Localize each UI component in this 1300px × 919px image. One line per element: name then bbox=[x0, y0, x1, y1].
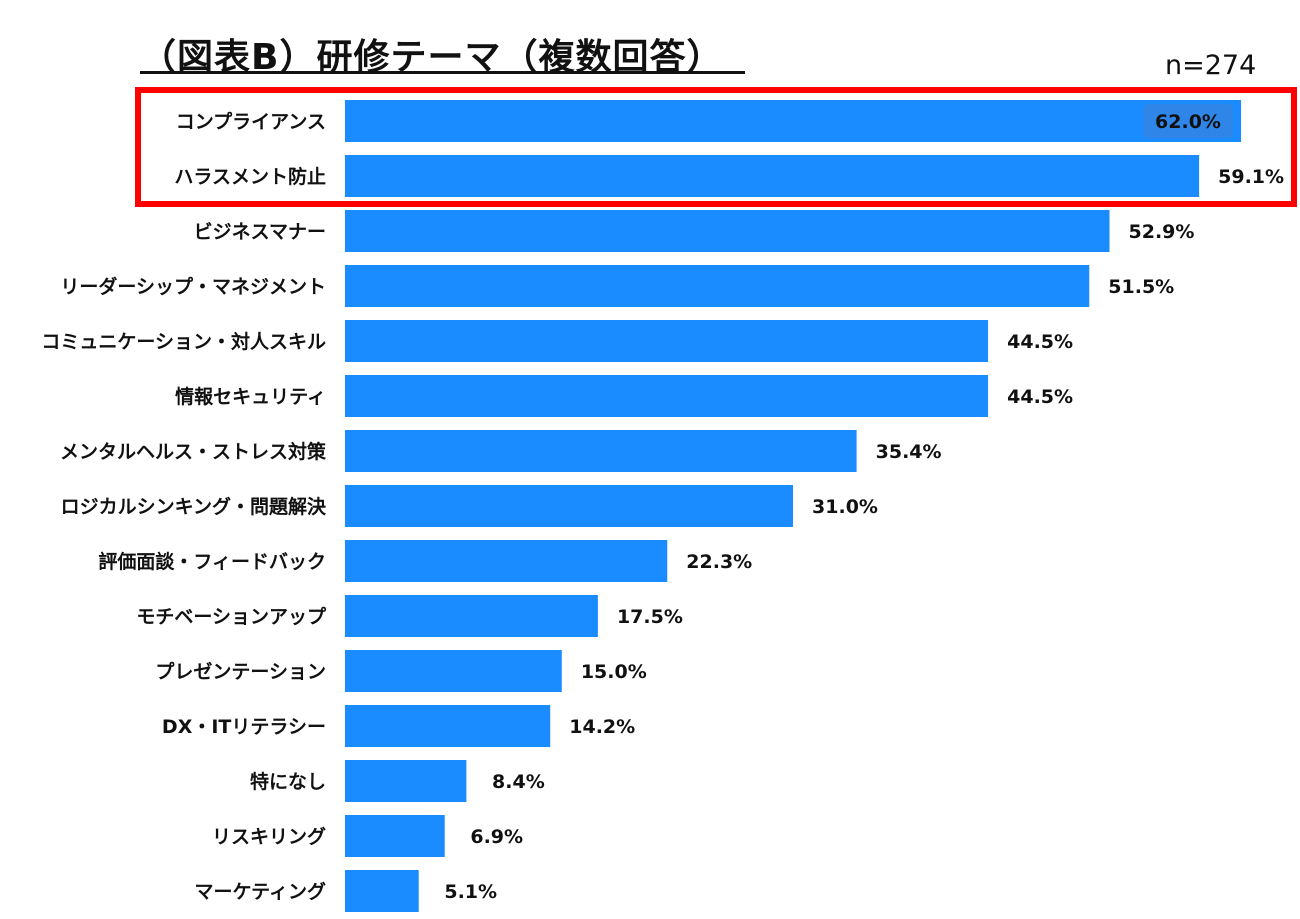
bar bbox=[345, 320, 989, 362]
category-label: 評価面談・フィードバック bbox=[98, 550, 326, 573]
value-label: 6.9% bbox=[470, 826, 523, 848]
value-label-box bbox=[1143, 104, 1233, 138]
value-label: 52.9% bbox=[1129, 221, 1195, 243]
bar bbox=[345, 485, 793, 527]
bar bbox=[345, 540, 668, 582]
bar bbox=[345, 265, 1090, 307]
category-label: DX・ITリテラシー bbox=[162, 716, 326, 738]
value-label: 31.0% bbox=[812, 496, 878, 518]
category-label: リスキリング bbox=[212, 825, 326, 848]
category-label: ロジカルシンキング・問題解決 bbox=[61, 495, 327, 518]
category-label: 情報セキュリティ bbox=[175, 385, 326, 408]
value-label: 22.3% bbox=[686, 551, 752, 573]
value-label: 44.5% bbox=[1007, 386, 1073, 408]
category-label: ハラスメント防止 bbox=[174, 165, 326, 188]
category-label: マーケティング bbox=[195, 880, 326, 903]
value-label: 15.0% bbox=[581, 661, 647, 683]
bar bbox=[345, 100, 1241, 142]
category-label: リーダーシップ・マネジメント bbox=[60, 275, 326, 298]
bar bbox=[345, 210, 1110, 252]
sample-size-label: n=274 bbox=[1165, 50, 1257, 81]
bar bbox=[345, 815, 445, 857]
bar bbox=[345, 870, 419, 912]
value-label: 35.4% bbox=[876, 441, 942, 463]
category-label: 特になし bbox=[250, 771, 326, 793]
bar bbox=[345, 760, 467, 802]
bar bbox=[345, 155, 1200, 197]
title-underline bbox=[140, 71, 745, 74]
bar bbox=[345, 650, 562, 692]
value-label: 62.0% bbox=[1155, 111, 1221, 133]
category-label: ビジネスマナー bbox=[194, 221, 326, 243]
bar bbox=[345, 430, 857, 472]
value-label: 8.4% bbox=[492, 771, 545, 793]
bar bbox=[345, 705, 551, 747]
value-label: 14.2% bbox=[569, 716, 635, 738]
value-label: 5.1% bbox=[444, 881, 497, 903]
category-label: メンタルヘルス・ストレス対策 bbox=[60, 440, 327, 463]
category-label: コミュニケーション・対人スキル bbox=[41, 330, 326, 353]
bar bbox=[345, 595, 598, 637]
category-label: プレゼンテーション bbox=[155, 660, 326, 683]
value-label: 17.5% bbox=[617, 606, 683, 628]
value-label: 51.5% bbox=[1108, 276, 1174, 298]
bar bbox=[345, 375, 989, 417]
category-label: コンプライアンス bbox=[176, 110, 326, 133]
highlight-box bbox=[135, 87, 1297, 207]
value-label: 44.5% bbox=[1007, 331, 1073, 353]
category-label: モチベーションアップ bbox=[136, 605, 327, 628]
value-label: 59.1% bbox=[1218, 166, 1284, 188]
